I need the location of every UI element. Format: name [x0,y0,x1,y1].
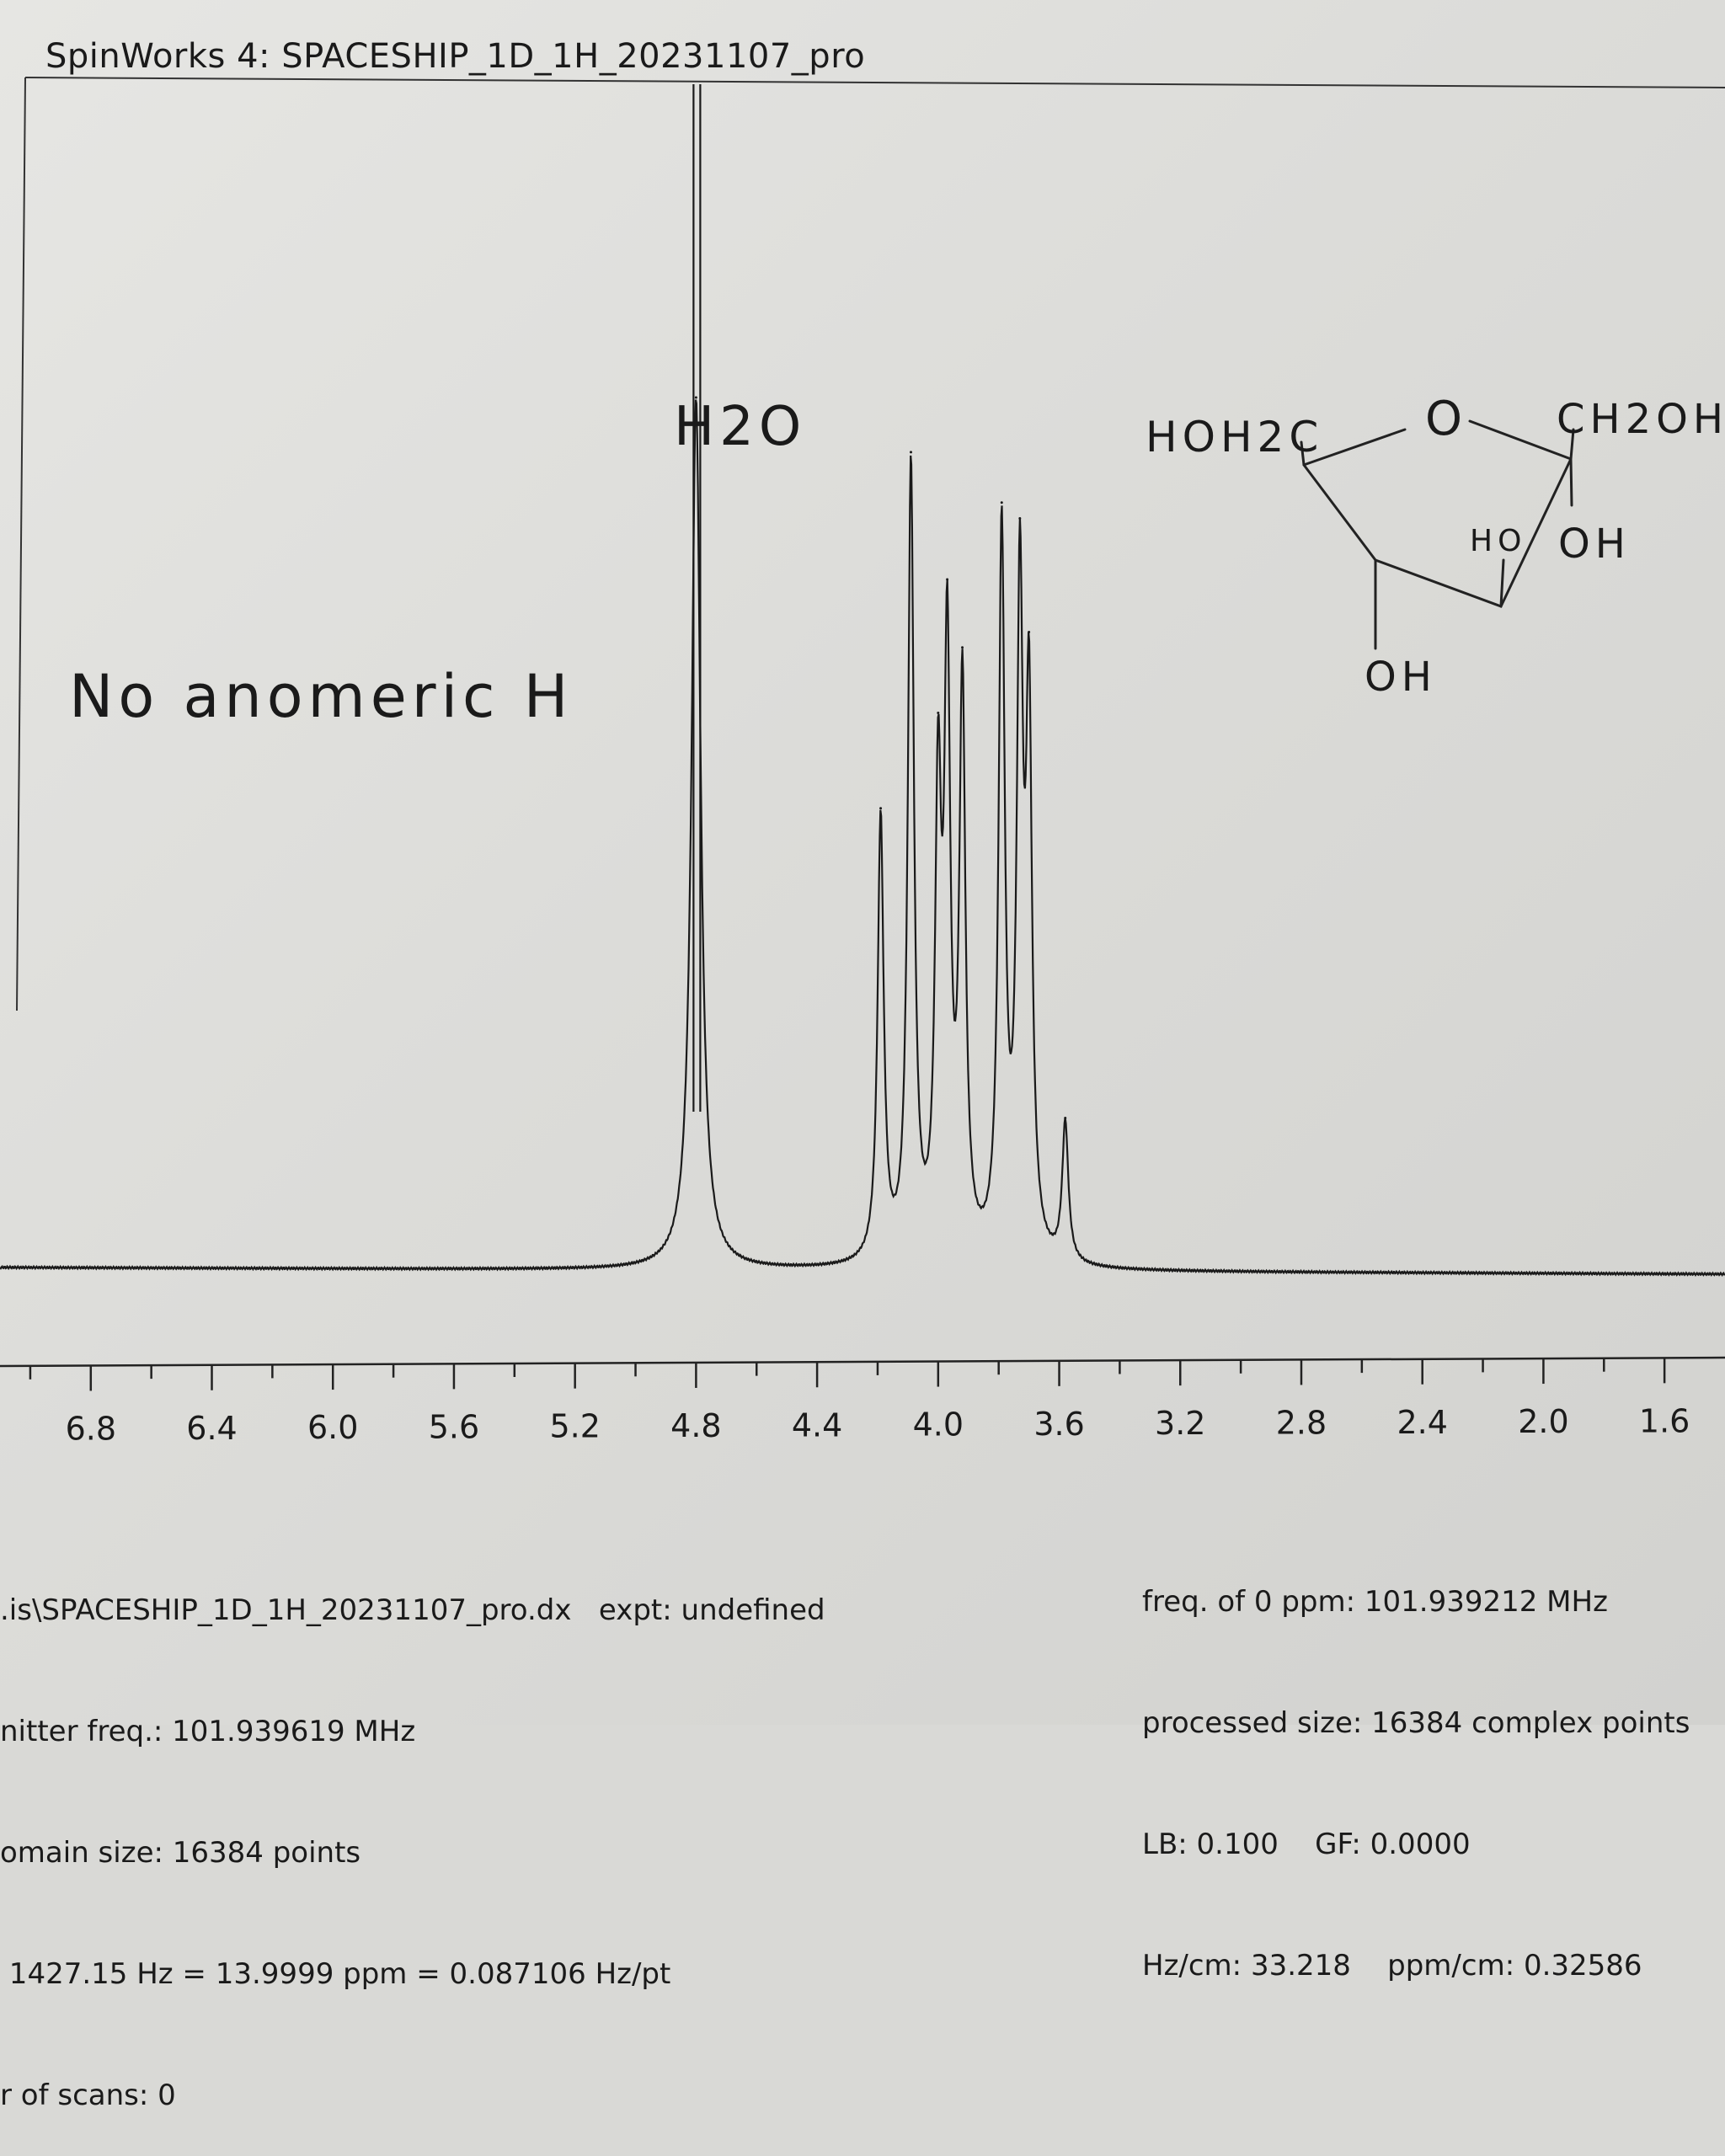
info-right-line: freq. of 0 ppm: 101.939212 MHz [1142,1585,1608,1619]
structure-label-oh-c4: OH [1365,654,1437,701]
info-panel-right: freq. of 0 ppm: 101.939212 MHz processed… [1142,1501,1690,2026]
x-tick-label: 4.8 [670,1407,721,1444]
x-tick-label: 2.8 [1276,1404,1327,1441]
bond-ho-c3 [1499,558,1505,608]
x-tick-label: 6.8 [66,1410,116,1447]
structure-label-oh-c2: OH [1558,520,1631,568]
peak-apex [961,646,964,649]
structure-label-hoh2c: HOH2C [1146,413,1324,462]
peak-water [694,396,697,399]
ring-bond-o-left [1302,428,1407,467]
peak-apex [1018,517,1022,520]
spectrum-plot: 6.8 6.4 6.0 5.6 5.2 4.8 4.4 4.0 3.6 3.2 2.8 2.4 2.0 1… [0,77,1725,1447]
ketose-structure-drawing [1300,419,1575,650]
peak-markers [692,84,1067,1120]
no-anomeric-note: No anomeric H [69,662,574,731]
frame-left [16,77,26,1011]
bond-ch2-c5 [1300,440,1306,467]
structure-label-ch2oh: CH2OH [1557,396,1725,443]
spectrum-line [0,399,1725,1278]
x-tick-label: 5.2 [549,1408,600,1445]
structure-label-ho: HO [1470,524,1527,558]
x-tick-label: 6.4 [186,1410,237,1447]
info-right-line: processed size: 16384 complex points [1142,1706,1690,1740]
ring-bond-o-right [1468,419,1573,461]
peak-apex [1028,630,1031,633]
peak-apex [1064,1117,1067,1120]
info-left-line: omain size: 16384 points [0,1836,361,1870]
x-tick-label: 2.4 [1397,1404,1447,1441]
x-tick-label: 3.2 [1155,1405,1205,1442]
x-tick-label: 6.0 [307,1409,358,1446]
paper-printout [0,0,1725,1725]
peak-apex [879,807,883,810]
peak-apex [937,712,940,715]
x-tick-label: 3.6 [1033,1406,1084,1443]
x-tick-label: 2.0 [1518,1403,1568,1440]
info-left-line: nitter freq.: 101.939619 MHz [0,1715,416,1748]
ring-bond [1302,457,1573,608]
x-axis-line [0,1356,1725,1368]
bond-oh-c2 [1569,457,1573,507]
water-label: H2O [674,396,807,458]
structure-label-ring-o: O [1425,392,1468,446]
info-right-line: LB: 0.100 GF: 0.0000 [1142,1828,1471,1861]
info-right-line: Hz/cm: 33.218 ppm/cm: 0.32586 [1142,1949,1642,1983]
window-title: SpinWorks 4: SPACESHIP_1D_1H_20231107_pr… [45,37,866,76]
bond-ch2oh [1569,428,1575,461]
info-left-line: r of scans: 0 [0,2079,176,2112]
x-tick-label: 4.0 [913,1406,964,1444]
frame-top [24,77,1725,88]
x-tick-label: 5.6 [429,1408,479,1445]
peak-apex [1000,501,1003,504]
info-panel-left: .is\SPACESHIP_1D_1H_20231107_pro.dx expt… [0,1509,825,2156]
x-tick-label: 1.6 [1639,1402,1690,1439]
info-left-line: 1427.15 Hz = 13.9999 ppm = 0.087106 Hz/p… [0,1957,671,1991]
peak-apex [946,578,949,581]
x-tick-label: 4.4 [792,1406,842,1444]
info-left-line: .is\SPACESHIP_1D_1H_20231107_pro.dx expt… [0,1593,825,1627]
x-axis-tick-labels: 6.8 6.4 6.0 5.6 5.2 4.8 4.4 4.0 3.6 3.2 2.8 2.4 2.0 1… [66,1402,1690,1447]
x-axis-ticks [29,1358,1666,1391]
peak-apex [909,451,912,454]
